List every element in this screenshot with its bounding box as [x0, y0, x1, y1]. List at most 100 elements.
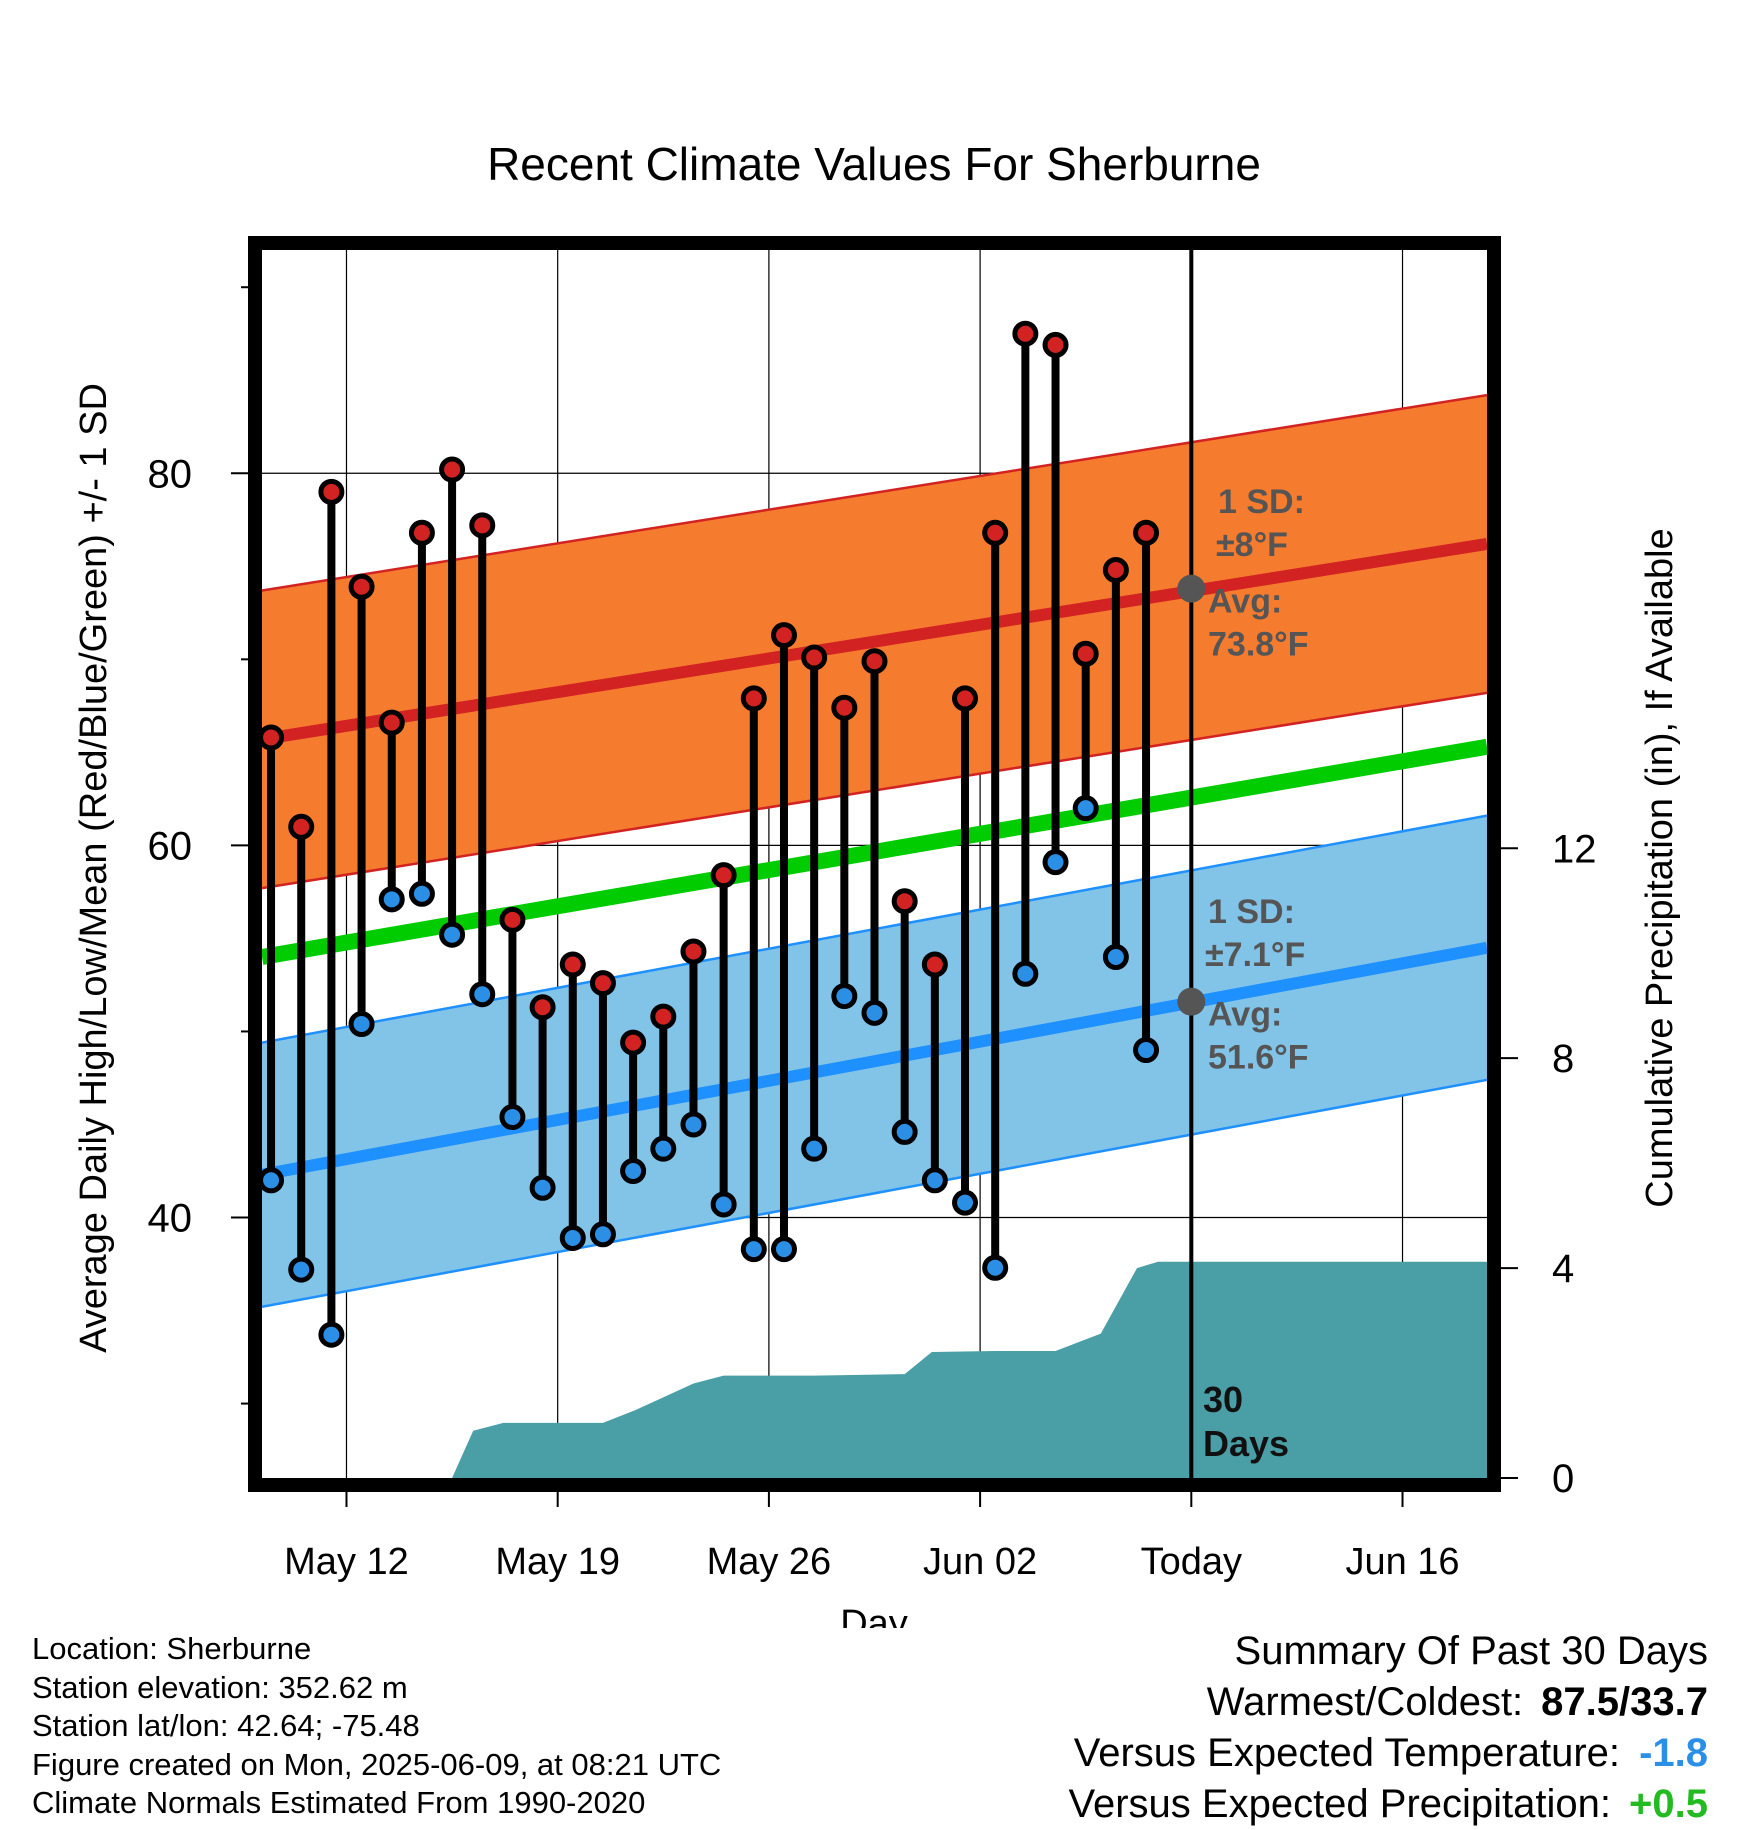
warm-cold-row: Warmest/Coldest: 87.5/33.7: [1069, 1677, 1708, 1728]
low-point: [559, 1224, 586, 1251]
high-avg-label: Avg:: [1208, 583, 1282, 621]
low-point: [982, 1254, 1009, 1281]
high-upper-edge: [262, 393, 1487, 592]
low-point: [589, 1221, 616, 1248]
y-tick-label-right: 4: [1552, 1247, 1574, 1291]
warm-cold-label: Warmest/Coldest:: [1206, 1680, 1524, 1724]
low-point: [650, 1135, 677, 1162]
high-point: [831, 694, 858, 721]
low-point: [469, 981, 496, 1008]
low-lower-edge: [262, 1078, 1487, 1309]
low-point: [891, 1118, 918, 1145]
low-point: [288, 1256, 315, 1283]
plot-frame: [248, 236, 1501, 1492]
high-point: [288, 813, 315, 840]
high-point: [680, 938, 707, 965]
created-text: Figure created on Mon, 2025-06-09, at 08…: [32, 1746, 722, 1782]
high-point: [408, 519, 435, 546]
high-point: [318, 478, 345, 505]
low-point: [378, 886, 405, 913]
high-point: [801, 644, 828, 671]
low-point: [801, 1135, 828, 1162]
low-point: [1133, 1037, 1160, 1064]
summary-panel: Summary Of Past 30 Days Warmest/Coldest:…: [1069, 1626, 1709, 1830]
low-point: [680, 1111, 707, 1138]
high-point: [1102, 557, 1129, 584]
x-tick-label: Jun 16: [1345, 1541, 1459, 1583]
precip-days-label: 30: [1203, 1379, 1243, 1420]
high-point: [710, 862, 737, 889]
high-point: [1012, 320, 1039, 347]
low-point: [740, 1236, 767, 1263]
high-point: [1042, 331, 1069, 358]
low-avg-label: Avg:: [1208, 996, 1282, 1034]
high-point: [891, 888, 918, 915]
high-point: [529, 994, 556, 1021]
high-point: [982, 519, 1009, 546]
low-point: [529, 1174, 556, 1201]
high-point: [952, 685, 979, 712]
precip-anomaly-value: +0.5: [1629, 1782, 1708, 1826]
high-point: [620, 1029, 647, 1056]
precip-area: [452, 1261, 1487, 1478]
low-point: [921, 1167, 948, 1194]
low-point: [348, 1011, 375, 1038]
high-point: [861, 648, 888, 675]
high-point: [770, 622, 797, 649]
low-avg-marker: [1177, 987, 1206, 1016]
high-point: [378, 709, 405, 736]
low-point: [499, 1104, 526, 1131]
high-point: [650, 1003, 677, 1030]
high-point: [499, 906, 526, 933]
x-tick-label: May 12: [284, 1541, 409, 1583]
low-avg-value: 51.6°F: [1208, 1039, 1309, 1077]
high-point: [348, 573, 375, 600]
high-normal-line: [262, 538, 1487, 746]
high-point: [559, 951, 586, 978]
y-tick-label-right: 12: [1552, 827, 1597, 871]
low-point: [1042, 849, 1069, 876]
high-point: [1072, 640, 1099, 667]
high-point: [1133, 519, 1160, 546]
location-text: Location: Sherburne: [32, 1631, 312, 1666]
low-point: [1072, 795, 1099, 822]
y-tick-label-right: 0: [1552, 1457, 1574, 1501]
y-tick-label-left: 80: [148, 452, 193, 496]
high-sd-value: ±8°F: [1216, 526, 1288, 564]
y-axis-label-left: Average Daily High/Low/Mean (Red/Blue/Gr…: [73, 383, 115, 1353]
low-point: [710, 1191, 737, 1218]
precip-row: Versus Expected Precipitation: +0.5: [1069, 1779, 1709, 1830]
low-sd-value: ±7.1°F: [1205, 936, 1305, 974]
low-point: [258, 1167, 285, 1194]
low-sd-label: 1 SD:: [1208, 893, 1295, 931]
low-point: [1012, 960, 1039, 987]
low-point: [952, 1189, 979, 1216]
x-tick-label: May 26: [707, 1541, 832, 1583]
low-point: [1102, 944, 1129, 971]
low-point: [408, 880, 435, 907]
temp-anomaly-value: -1.8: [1639, 1731, 1708, 1775]
elevation-text: Station elevation: 352.62 m: [32, 1669, 408, 1705]
high-avg-marker: [1177, 574, 1206, 603]
high-point: [439, 456, 466, 483]
climate-chart: Recent Climate Values For Sherburne 1 SD…: [73, 138, 1681, 1628]
y-tick-label-left: 60: [148, 824, 193, 868]
x-tick-label: Today: [1141, 1541, 1242, 1583]
y-axis-label-right: Cumulative Precipitation (in), If Availa…: [1639, 528, 1681, 1207]
latlon-text: Station lat/lon: 42.64; -75.48: [32, 1708, 420, 1743]
low-point: [439, 921, 466, 948]
precip-label: Versus Expected Precipitation:: [1068, 1782, 1612, 1826]
precip-days-label-2: Days: [1203, 1423, 1289, 1464]
low-point: [318, 1321, 345, 1348]
high-point: [740, 685, 767, 712]
warm-cold-value: 87.5/33.7: [1541, 1680, 1708, 1724]
high-avg-value: 73.8°F: [1208, 626, 1309, 664]
temp-row: Versus Expected Temperature: -1.8: [1069, 1728, 1708, 1779]
high-point: [469, 512, 496, 539]
y-tick-label-left: 40: [148, 1197, 193, 1241]
x-tick-label: May 19: [495, 1541, 620, 1583]
high-point: [258, 724, 285, 751]
chart-title: Recent Climate Values For Sherburne: [487, 138, 1261, 190]
station-info: Location: Sherburne Station elevation: 3…: [32, 1630, 721, 1823]
temp-label: Versus Expected Temperature:: [1073, 1731, 1620, 1775]
